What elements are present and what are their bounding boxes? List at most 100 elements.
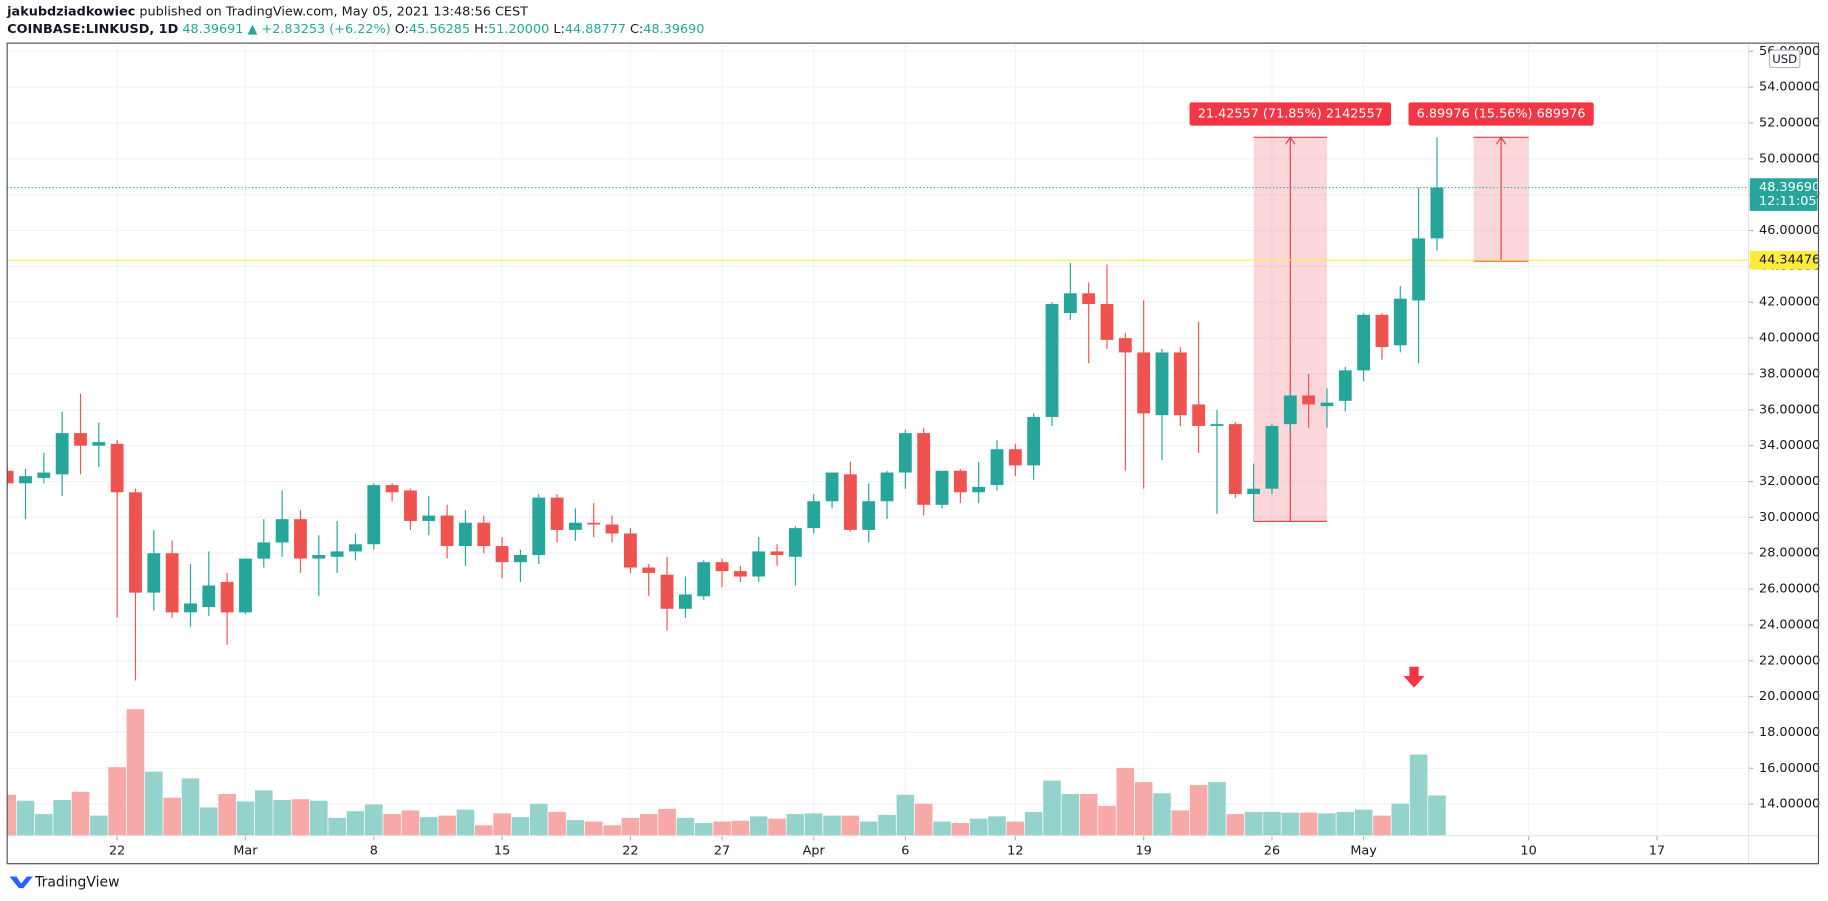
volume-bar	[364, 804, 383, 836]
volume-bar	[914, 803, 933, 836]
volume-bar	[53, 799, 71, 836]
volume-bar	[328, 817, 346, 836]
y-tick-label: 28.00000	[1759, 546, 1820, 561]
candle-body	[660, 574, 674, 609]
volume-bar	[749, 816, 768, 836]
axes: 14.00000 16.00000 18.00000 20.00000 22.00000…	[7, 44, 1820, 864]
volume-bar	[1116, 767, 1135, 836]
y-tick-label: 42.00000	[1759, 295, 1820, 310]
candle-body	[330, 551, 344, 557]
volume-bar	[713, 821, 731, 836]
arrow-annotation	[1403, 666, 1425, 688]
volume-bar	[731, 820, 750, 836]
measure-label-box	[1408, 102, 1594, 126]
candle-body	[1173, 352, 1187, 416]
volume-bar	[236, 801, 255, 836]
candle-body	[825, 472, 839, 502]
author: jakubdziadkowiec	[6, 4, 135, 19]
candle-body	[678, 594, 692, 609]
ohlc-value: 51.20000	[488, 22, 549, 37]
volume-bar	[1189, 785, 1208, 836]
candle-body	[953, 470, 967, 493]
volume-bar	[456, 809, 475, 836]
volume-bar	[419, 817, 438, 836]
candle-body	[605, 524, 619, 534]
candle-body	[1265, 425, 1279, 489]
ohlc-value: 44.88777	[565, 22, 626, 37]
volume-bar	[383, 814, 401, 836]
candle-body	[1137, 352, 1151, 414]
volume-bar	[1409, 754, 1428, 836]
candle-body	[1393, 298, 1407, 346]
volume-bar	[1299, 812, 1318, 836]
volume-bar	[969, 818, 988, 836]
x-tick-label: 10	[1520, 843, 1536, 858]
measure-label: 6.89976 (15.56%) 689976	[1417, 107, 1586, 122]
volume-bar	[1318, 813, 1336, 836]
volume-bar	[1079, 794, 1098, 836]
candle-body	[257, 542, 271, 559]
y-tick-label: 16.00000	[1759, 761, 1820, 776]
candle-body	[312, 555, 326, 559]
candle-body	[550, 497, 564, 530]
volume-bar	[804, 813, 823, 836]
volume-bar	[218, 794, 236, 836]
candle-body	[1192, 404, 1206, 426]
x-tick-label: 22	[622, 843, 638, 858]
volume-bar	[181, 778, 200, 836]
candle-body	[917, 433, 931, 505]
grid	[7, 44, 1749, 836]
candle-body	[404, 490, 417, 521]
candle-body	[440, 515, 454, 547]
y-tick-label: 30.00000	[1759, 510, 1820, 525]
volume-bar	[1061, 794, 1080, 836]
candle-body	[74, 433, 87, 446]
currency: USD	[1772, 52, 1797, 66]
volume-bar	[493, 813, 511, 836]
y-tick-label: 22.00000	[1759, 653, 1820, 668]
candle-body	[147, 553, 161, 593]
candle-body	[184, 603, 197, 613]
candle-body	[37, 472, 51, 478]
volume-bar	[1354, 809, 1373, 836]
x-tick-label: Apr	[803, 843, 826, 858]
change: ▲ +2.83253 (+6.22%)	[248, 22, 391, 37]
volume-bar	[273, 799, 291, 836]
candle-body	[1228, 424, 1242, 495]
measure-label: 21.42557 (71.85%) 2142557	[1198, 107, 1383, 122]
y-tick-label: 14.00000	[1759, 797, 1820, 812]
volume-bar	[639, 814, 658, 836]
candle-body	[1118, 338, 1132, 353]
hline-label-box	[1749, 250, 1818, 270]
y-tick-label: 36.00000	[1759, 402, 1820, 417]
volume-bar	[566, 820, 585, 836]
y-tick-label: 20.00000	[1759, 689, 1820, 704]
candle-body	[1283, 395, 1297, 425]
volume-bar	[1244, 811, 1263, 836]
last-price-box	[1749, 178, 1818, 211]
candle-body	[202, 585, 216, 607]
candle-body	[807, 501, 821, 529]
candle-body	[349, 544, 362, 552]
y-tick-label: 54.00000	[1759, 80, 1820, 95]
volume-bar	[529, 803, 548, 836]
hline-label: 44.34476	[1759, 253, 1820, 268]
volume-bar	[859, 821, 878, 836]
volume-bar	[658, 808, 676, 836]
volume-bar	[126, 709, 145, 836]
volume-bar	[7, 794, 16, 836]
volume-bar	[988, 816, 1006, 836]
candle-body	[1357, 314, 1371, 371]
candle-body	[587, 522, 601, 525]
candle-body	[623, 533, 637, 568]
published: published on TradingView.com, May 05, 20…	[139, 4, 528, 19]
y-tick-label: 26.00000	[1759, 582, 1820, 597]
volume-bar	[1098, 805, 1116, 836]
y-tick-label: 50.00000	[1759, 151, 1820, 166]
volume-bar	[35, 814, 53, 836]
candle-body	[514, 555, 527, 563]
x-tick-label: 15	[494, 843, 510, 858]
candle-body	[568, 522, 582, 530]
volume-bar	[621, 817, 640, 836]
last-price-label: 48.39690	[1759, 180, 1820, 195]
